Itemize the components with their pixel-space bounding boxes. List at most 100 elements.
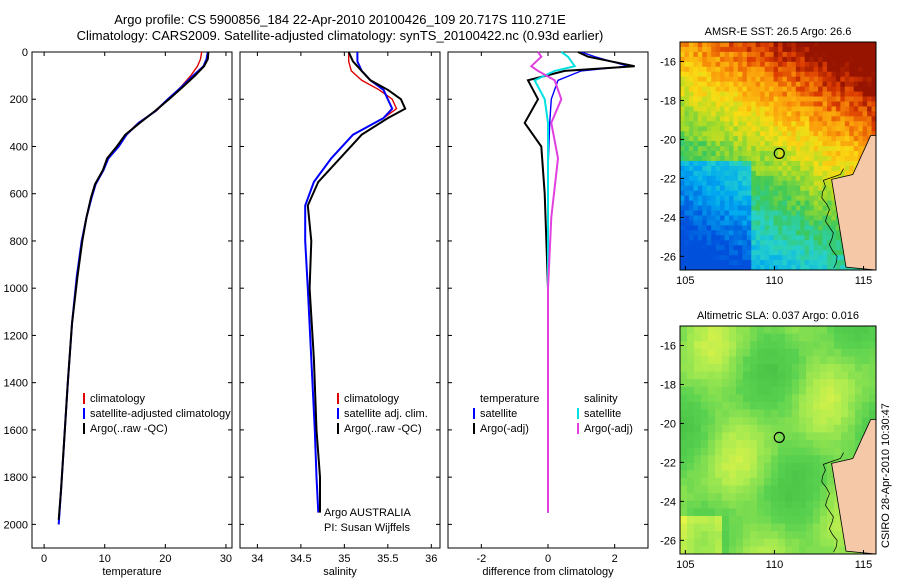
amsr-sst-map-cell	[720, 156, 725, 162]
amsr-sst-map-cell	[711, 91, 717, 97]
amsr-sst-map-cell	[755, 265, 761, 271]
amsr-sst-map-cell	[773, 160, 779, 167]
amsr-sst-map-cell	[693, 200, 699, 206]
amsr-sst-map-cell	[840, 91, 846, 97]
altimetric-sla-map-cell	[778, 440, 786, 448]
amsr-sst-map-cell	[706, 255, 712, 261]
altimetric-sla-map-cell	[834, 356, 842, 365]
amsr-sst-map-cell	[782, 205, 788, 211]
altimetric-sla-map-cell	[848, 409, 856, 418]
amsr-sst-map-cell	[778, 71, 783, 78]
amsr-sst-map-cell	[804, 250, 810, 256]
amsr-sst-map-cell	[755, 235, 761, 241]
altimetric-sla-map-cell	[687, 455, 695, 464]
amsr-sst-map-cell	[822, 116, 828, 122]
amsr-sst-map-cell	[778, 200, 783, 206]
amsr-sst-map-cell	[840, 146, 846, 152]
altimetric-sla-map-cell	[806, 531, 814, 540]
amsr-sst-map-cell	[791, 141, 797, 147]
altimetric-sla-map-cell	[799, 516, 807, 524]
amsr-sst-map-cell	[746, 151, 752, 157]
amsr-sst-map-cell	[706, 160, 712, 167]
amsr-sst-map-cell	[720, 126, 725, 132]
amsr-sst-map-cell	[809, 205, 815, 211]
altimetric-sla-map-cell	[827, 516, 835, 524]
altimetric-sla-map-cell	[701, 440, 709, 448]
amsr-sst-map-cell	[693, 126, 699, 132]
altimetric-sla-map-cell	[708, 470, 716, 479]
altimetric-sla-map-cell	[694, 386, 702, 395]
amsr-sst-map-cell	[804, 61, 810, 68]
amsr-sst-map-cell	[809, 245, 815, 251]
difference-profile-xtick-label: -2	[476, 553, 486, 565]
amsr-sst-map-cell	[782, 235, 788, 241]
amsr-sst-map-cell	[800, 195, 806, 202]
amsr-sst-map-cell	[822, 165, 828, 172]
amsr-sst-map-cell	[737, 86, 743, 92]
amsr-sst-map-cell	[862, 121, 868, 127]
amsr-sst-map-cell	[831, 240, 837, 246]
temperature-profile-ytick-label: 1000	[4, 283, 28, 295]
amsr-sst-map-cell	[773, 230, 779, 236]
amsr-sst-map-cell	[697, 175, 703, 182]
altimetric-sla-map-cell	[701, 538, 709, 547]
amsr-sst-map-cell	[795, 151, 801, 157]
amsr-sst-map-cell	[778, 230, 783, 236]
amsr-sst-map-cell	[813, 165, 819, 172]
amsr-sst-map-cell	[746, 106, 752, 112]
altimetric-sla-map-cell	[694, 341, 702, 350]
altimetric-sla-map-cell	[841, 409, 849, 418]
altimetric-sla-map-cell	[715, 379, 723, 388]
amsr-sst-map-cell	[786, 180, 792, 187]
amsr-sst-map-cell	[688, 215, 694, 221]
amsr-sst-map-cell	[849, 106, 855, 112]
amsr-sst-map-cell	[711, 56, 717, 63]
amsr-sst-map-cell	[827, 265, 832, 271]
amsr-sst-map-cell	[809, 111, 815, 117]
altimetric-sla-map-cell	[785, 417, 793, 426]
altimetric-sla-map-cell	[743, 508, 751, 517]
amsr-sst-map-cell	[733, 121, 739, 127]
amsr-sst-map-cell	[764, 230, 770, 236]
amsr-sst-map-cell	[720, 265, 725, 271]
amsr-sst-map-cell	[693, 245, 699, 251]
amsr-sst-map-cell	[813, 190, 819, 197]
amsr-sst-map-cell	[773, 195, 779, 202]
amsr-sst-map-cell	[720, 96, 725, 102]
altimetric-sla-map-cell	[834, 432, 842, 441]
amsr-sst-map-cell	[804, 220, 810, 226]
altimetric-sla-map-cell	[862, 394, 870, 403]
amsr-sst-map-cell	[702, 131, 708, 137]
amsr-sst-map-cell	[746, 96, 752, 102]
amsr-sst-map-cell	[773, 180, 779, 187]
altimetric-sla-map-cell	[708, 326, 716, 334]
amsr-sst-map-cell	[853, 136, 859, 142]
amsr-sst-map-cell	[746, 160, 752, 167]
amsr-sst-map-cell	[720, 190, 725, 197]
altimetric-sla-map-cell	[813, 523, 821, 532]
altimetric-sla-map-cell	[743, 523, 751, 532]
amsr-sst-map-cell	[711, 190, 717, 197]
diff-legend-salinity-heading: salinity	[584, 393, 618, 405]
amsr-sst-map-cell	[844, 61, 850, 68]
altimetric-sla-map-cell	[848, 341, 856, 350]
altimetric-sla-map-cell	[806, 394, 814, 403]
altimetric-sla-map-cell	[764, 409, 772, 418]
amsr-sst-map-cell	[862, 116, 868, 122]
altimetric-sla-map-cell	[680, 478, 688, 486]
amsr-sst-map-cell	[849, 170, 855, 177]
altimetric-sla-map-cell	[694, 364, 702, 372]
amsr-sst-map-cell	[751, 160, 757, 167]
altimetric-sla-map-cell	[820, 326, 828, 334]
amsr-sst-map-cell	[746, 121, 752, 127]
altimetric-sla-map-cell	[862, 356, 870, 365]
amsr-sst-map-cell	[809, 165, 815, 172]
amsr-sst-map-cell	[831, 46, 837, 53]
amsr-sst-map-cell	[733, 111, 739, 117]
altimetric-sla-map-cell	[827, 538, 835, 547]
amsr-sst-map-cell	[809, 136, 815, 142]
amsr-sst-map-cell	[693, 240, 699, 246]
altimetric-sla-map-cell	[771, 386, 779, 395]
temperature-profile-ytick-label: 1200	[4, 330, 28, 342]
